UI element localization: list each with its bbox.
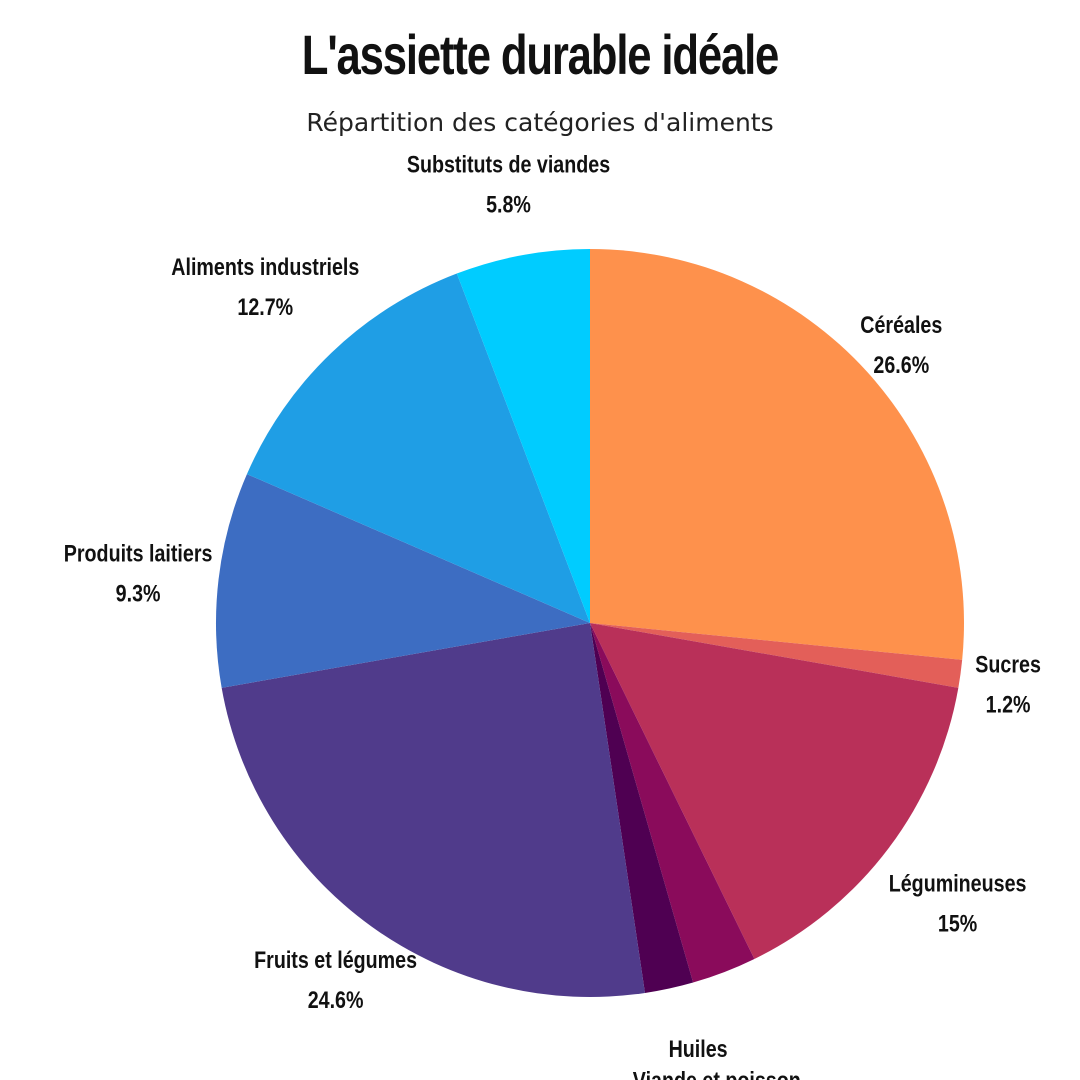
pie-label: Viande et poisson2.8% <box>633 1066 801 1080</box>
pie-label: Fruits et légumes 24.6% <box>254 946 417 1013</box>
slice-label: Produits laitiers <box>64 540 213 567</box>
pie-label: Huiles 2.1% <box>669 1035 728 1080</box>
pie-label: Légumineuses 15% <box>889 870 1027 937</box>
pie-slice-l-gumineuses <box>590 623 959 959</box>
pie-label: Substituts de viandes 5.8% <box>407 151 610 218</box>
pie-slice-aliments-industriels <box>246 273 590 623</box>
slice-label: Légumineuses <box>889 870 1027 897</box>
pie-slices <box>215 249 964 998</box>
slice-value: 26.6% <box>873 351 929 378</box>
pie-slice-viande-et-poisson <box>590 623 755 983</box>
slice-value: 12.7% <box>237 293 293 320</box>
slice-value: 2.1% <box>676 1075 721 1080</box>
pie-label: Sucres 1.2% <box>975 651 1041 718</box>
chart-subtitle: Répartition des catégories d'aliments <box>306 108 774 137</box>
slice-value: 1.2% <box>986 691 1031 718</box>
pie-label: Produits laitiers 9.3% <box>64 540 213 607</box>
pie-slice-c-r-ales <box>590 249 964 660</box>
chart-title: L'assiette durable idéale <box>301 23 780 86</box>
slice-label: Aliments industriels <box>171 253 359 280</box>
pie-slice-fruits-et-l-gumes <box>221 623 645 998</box>
pie-label: Aliments industriels 12.7% <box>171 253 359 320</box>
slice-label: Sucres <box>975 651 1041 678</box>
pie-labels: Céréales 26.6% Sucres 1.2% Légumineuses 15% Vi… <box>64 151 1041 1080</box>
pie-label: Céréales 26.6% <box>860 311 942 378</box>
slice-label: Céréales <box>860 311 942 338</box>
slice-label: Viande et poisson <box>633 1066 801 1080</box>
pie-slice-produits-laitiers <box>215 474 591 688</box>
pie-slice-sucres <box>590 623 963 688</box>
slice-label: Fruits et légumes <box>254 946 417 973</box>
slice-value: 9.3% <box>116 580 161 607</box>
slice-label: Substituts de viandes <box>407 151 610 178</box>
pie-slice-huiles <box>590 623 694 993</box>
slice-label: Huiles <box>669 1035 728 1062</box>
slice-value: 5.8% <box>486 191 531 218</box>
slice-value: 15% <box>938 910 977 937</box>
slice-value: 24.6% <box>308 986 364 1013</box>
pie-slice-substituts-de-viandes <box>456 249 590 623</box>
